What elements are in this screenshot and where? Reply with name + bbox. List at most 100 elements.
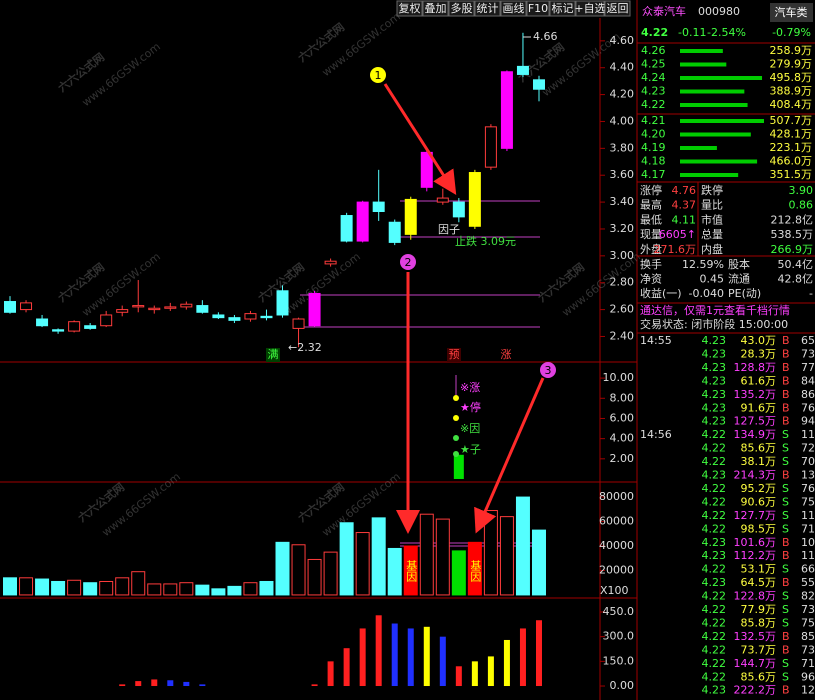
book-price: 4.26 <box>641 44 666 57</box>
volume-bar <box>467 541 482 596</box>
sector[interactable]: 汽车类 <box>775 5 808 19</box>
candle-body <box>500 71 513 149</box>
trade-side: B <box>782 684 790 697</box>
candle-body <box>228 317 241 321</box>
trade-count: 72 <box>801 442 815 455</box>
toolbar-label[interactable]: +自选 <box>574 2 605 15</box>
trade-side: B <box>782 549 790 562</box>
toolbar-button[interactable] <box>422 0 449 17</box>
trade-price: 4.22 <box>702 442 727 455</box>
trade-volume: 28.3万 <box>741 347 777 360</box>
marker: 涨 <box>501 348 512 361</box>
trade-time: 14:56 <box>640 428 672 441</box>
toolbar-button[interactable] <box>396 0 423 17</box>
toolbar-button[interactable] <box>448 0 475 17</box>
stat-value: 12.59% <box>682 258 724 271</box>
stat-label: 涨停 <box>640 183 662 197</box>
volume-bar <box>483 510 498 596</box>
candle-body <box>292 318 305 329</box>
trade-side: B <box>782 334 790 347</box>
volume-bar <box>291 544 306 596</box>
book-bar <box>680 173 739 177</box>
candle-body <box>372 201 385 212</box>
stat-value: 266.9万 <box>771 243 814 256</box>
candle-body <box>484 126 497 168</box>
toolbar-button[interactable] <box>474 0 501 17</box>
stat-value: 42.8亿 <box>778 273 814 286</box>
volume-bar-label: 基因 <box>405 560 418 583</box>
trade-volume: 112.2万 <box>734 549 777 562</box>
stat-value: -0.040 <box>689 287 724 300</box>
indicator-bar <box>519 628 526 687</box>
book-volume: 507.7万 <box>770 114 813 127</box>
volume-bar <box>307 558 322 596</box>
trade-price: 4.23 <box>702 388 727 401</box>
y-tick-label: 2.80 <box>610 276 635 289</box>
trade-volume: 43.0万 <box>741 334 777 347</box>
trade-side: S <box>782 495 789 508</box>
candle-body <box>84 325 97 329</box>
trade-price: 4.23 <box>702 415 727 428</box>
toolbar-button[interactable] <box>549 0 576 17</box>
trade-price: 4.23 <box>702 684 727 697</box>
book-bar <box>680 76 763 80</box>
indicator-bar <box>471 661 478 687</box>
stat-label: 最高 <box>640 198 662 212</box>
trade-price: 4.23 <box>702 334 727 347</box>
stat-label: 内盘 <box>701 242 723 256</box>
toolbar-label[interactable]: 统计 <box>477 2 499 15</box>
volume-bar <box>499 516 514 596</box>
candle-body <box>100 314 113 327</box>
toolbar-label[interactable]: 标记 <box>552 1 574 15</box>
toolbar-button[interactable] <box>500 0 527 17</box>
volume-bar <box>83 582 98 596</box>
toolbar-label[interactable]: 返回 <box>607 2 629 15</box>
volume-bar <box>515 496 530 596</box>
book-volume: 223.1万 <box>770 141 813 154</box>
trade-price: 4.22 <box>702 509 727 522</box>
indicator-bar <box>119 684 126 687</box>
notice[interactable]: 通达信，仅需1元查看千档行情 <box>640 303 790 317</box>
trade-side: B <box>782 630 790 643</box>
trade-price: 4.23 <box>702 549 727 562</box>
toolbar-button[interactable] <box>575 0 605 17</box>
trade-side: S <box>782 509 789 522</box>
volume-bar <box>259 580 274 596</box>
trade-price: 4.22 <box>702 428 727 441</box>
book-price: 4.18 <box>641 155 666 168</box>
trade-volume: 144.7万 <box>734 657 777 670</box>
trade-price: 4.22 <box>702 616 727 629</box>
signal-dot <box>453 451 459 457</box>
trade-count: 133 <box>801 469 815 482</box>
trade-price: 4.22 <box>702 603 727 616</box>
toolbar-label[interactable]: 画线 <box>503 1 525 15</box>
trade-volume: 85.8万 <box>741 616 777 629</box>
book-bar <box>680 103 748 107</box>
y-tick-label: 2.00 <box>610 452 635 465</box>
trade-count: 86 <box>801 388 815 401</box>
toolbar-label[interactable]: 叠加 <box>425 2 447 15</box>
stat-value: 6605↑ <box>659 228 696 241</box>
sector-box[interactable] <box>770 3 813 22</box>
trade-side: S <box>782 522 789 535</box>
trade-price: 4.22 <box>702 630 727 643</box>
toolbar-button[interactable] <box>526 0 550 17</box>
candle-body <box>356 201 369 242</box>
toolbar-button[interactable] <box>604 0 631 17</box>
callout <box>540 362 556 378</box>
book-price: 4.19 <box>641 141 666 154</box>
volume-bar <box>371 517 386 596</box>
y-tick-label: 3.60 <box>610 168 635 181</box>
toolbar-label[interactable]: F10 <box>528 2 548 15</box>
volume-bar <box>227 585 242 596</box>
candle-body <box>516 65 529 75</box>
toolbar-label[interactable]: 多股 <box>451 1 473 15</box>
trade-volume: 98.5万 <box>741 522 777 535</box>
trade-side: S <box>782 563 789 576</box>
candle-body <box>324 260 337 265</box>
trade-count: 73 <box>801 643 815 656</box>
toolbar-label[interactable]: 复权 <box>399 1 421 15</box>
trade-price: 4.22 <box>702 643 727 656</box>
stat-value: 50.4亿 <box>778 258 814 271</box>
